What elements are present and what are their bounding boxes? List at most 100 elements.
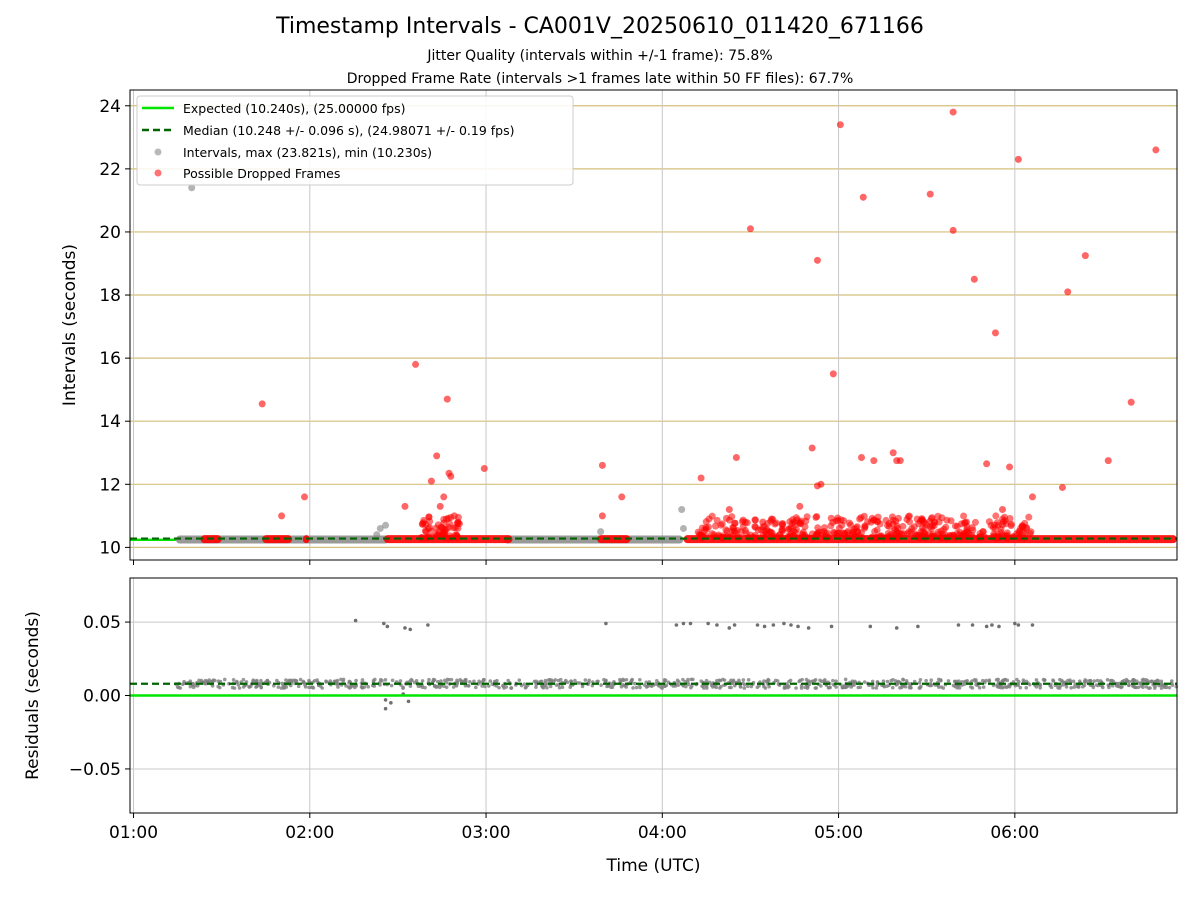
residual-point-3 (403, 626, 407, 630)
residual-band-point (1107, 685, 1111, 690)
dropped-point-49 (1058, 483, 1066, 491)
residual-band-point (1133, 685, 1137, 690)
residual-band-point (259, 685, 264, 689)
residual-band-point (1127, 679, 1132, 684)
residual-band-point (840, 685, 845, 690)
dropped-cloud-point (425, 513, 433, 521)
residual-band-point (602, 677, 606, 682)
residual-band-point (853, 679, 857, 684)
residual-band-point (366, 684, 371, 689)
residual-band-point (231, 678, 236, 682)
residual-band-point (773, 678, 778, 683)
residual-band-point (918, 677, 923, 682)
residual-band-point (683, 679, 688, 684)
dropped-point-26 (796, 502, 804, 510)
residual-band-point (540, 683, 544, 688)
residual-band-point (307, 678, 311, 683)
residual-band-point (218, 679, 223, 684)
residual-point-4 (408, 627, 413, 632)
intervals-ytick-label-10: 10 (99, 538, 121, 558)
x-tick-label-4: 04:00 (638, 823, 687, 843)
residual-band-point (762, 684, 766, 689)
residual-band-point (1144, 685, 1149, 689)
residual-band-point (333, 679, 337, 683)
residual-band-point (380, 678, 384, 683)
residual-band-point (803, 685, 807, 690)
legend-intervals-swatch (154, 148, 162, 156)
dropped-point-40 (949, 226, 957, 234)
dropped-cloud-point (713, 516, 721, 524)
dropped-cloud-point (864, 518, 872, 526)
residuals-panel: −0.05 0.00 0.05 01:00 02:00 03:00 04:00 05:00 06… (23, 577, 1179, 876)
residual-band-point (624, 677, 629, 682)
residual-point-28 (990, 623, 994, 627)
residual-band-point (818, 678, 822, 683)
residual-band-point (675, 678, 680, 683)
residual-band-point (1024, 685, 1029, 690)
dropped-cloud-point (751, 523, 759, 531)
residual-band-point (279, 686, 284, 690)
residual-band-point (447, 677, 451, 682)
dropped-point-13 (450, 512, 458, 520)
residual-band-point (634, 685, 639, 690)
residual-band-point (1127, 683, 1131, 688)
residual-band-point (813, 677, 818, 682)
residual-band-point (1092, 679, 1097, 683)
dropped-point-33 (857, 453, 865, 461)
residual-band-point (813, 686, 818, 690)
residual-band-point (1024, 679, 1029, 684)
residual-band-point (235, 679, 239, 684)
residual-point-13 (732, 623, 737, 627)
residual-band-point (965, 678, 969, 683)
dropped-cloud-point (960, 529, 968, 537)
residual-band-point (1094, 683, 1099, 687)
residual-band-point (844, 684, 849, 689)
dropped-point-34 (859, 193, 867, 201)
residual-band-point (1152, 686, 1157, 690)
residual-band-point (560, 685, 565, 690)
residual-band-point (937, 685, 941, 689)
residual-band-point (738, 684, 743, 689)
dropped-point-31 (829, 370, 837, 378)
dropped-point-5 (422, 528, 430, 536)
residual-band-point (401, 685, 405, 690)
residual-point-26 (970, 623, 975, 627)
dropped-cloud-point (1013, 530, 1021, 538)
residual-band-point (767, 678, 771, 683)
dropped-cloud-point (742, 529, 750, 537)
residual-band-point (762, 679, 766, 683)
x-tick-label-6: 06:00 (990, 823, 1039, 843)
residual-point-1 (382, 621, 386, 626)
residual-band-point (741, 681, 745, 686)
residual-band-point (676, 683, 681, 688)
residual-band-point (715, 678, 719, 683)
residual-band-point (1042, 678, 1047, 683)
residual-band-point (1038, 685, 1042, 690)
residual-point-23 (894, 626, 899, 630)
residual-band-point (360, 678, 365, 682)
dropped-point-1 (278, 512, 286, 520)
dropped-cloud-point (1007, 520, 1015, 528)
residual-band-point (1058, 677, 1062, 682)
dropped-point-54 (1152, 146, 1160, 154)
dropped-cloud-point (889, 520, 897, 528)
residual-band-point (177, 685, 181, 690)
dropped-cloud-point (444, 514, 452, 522)
residual-point-14 (755, 623, 760, 627)
residual-band-point (336, 685, 340, 689)
residual-band-point (1021, 678, 1026, 682)
residual-band-point (606, 684, 610, 688)
residual-band-point (936, 677, 941, 682)
dropped-cloud-point (722, 526, 730, 534)
dropped-point-18 (618, 493, 626, 501)
residual-point-11 (715, 623, 719, 627)
residual-band-point (1071, 679, 1076, 684)
residual-band-point (827, 685, 831, 690)
residual-band-point (435, 684, 440, 689)
residual-band-point (439, 679, 443, 683)
residual-band-point (1122, 678, 1126, 683)
residual-point-12 (727, 626, 732, 630)
residual-band-point (1081, 684, 1085, 689)
residual-point-7 (674, 623, 679, 627)
residual-band-point (862, 680, 867, 684)
